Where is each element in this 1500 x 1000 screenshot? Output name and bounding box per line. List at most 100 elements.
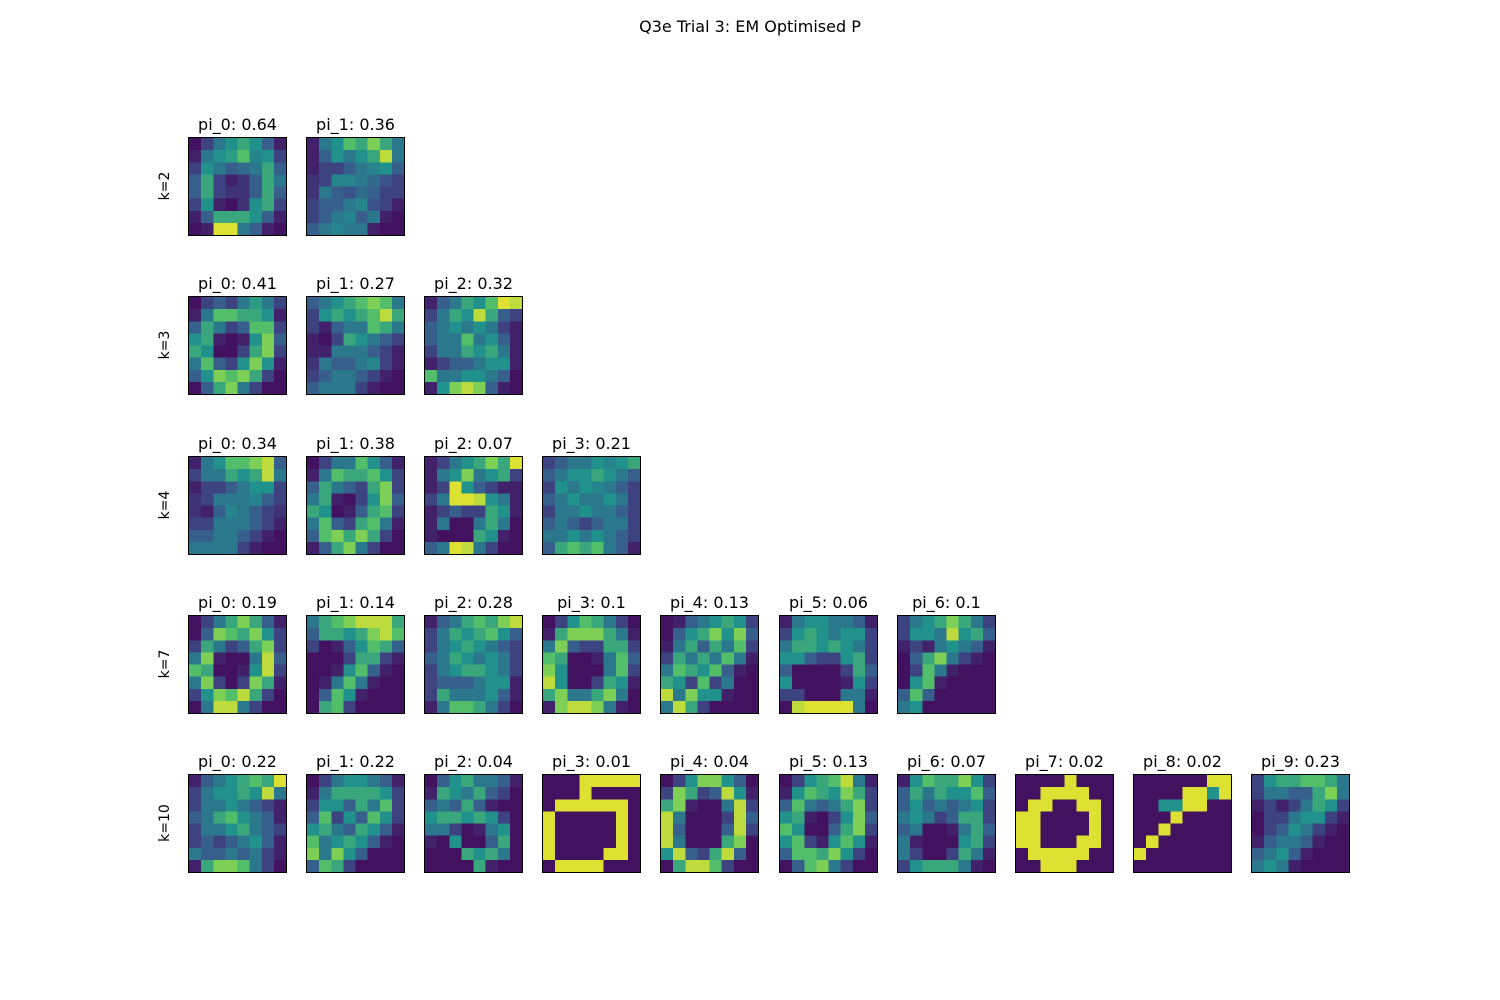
heatmap-cell (437, 652, 450, 665)
heatmap-cell (201, 664, 214, 677)
heatmap-cell (792, 688, 805, 702)
heatmap-cell (249, 186, 262, 199)
heatmap-cell (816, 688, 829, 702)
heatmap-cell (509, 640, 522, 653)
heatmap-cell (213, 811, 226, 824)
heatmap-cell (1016, 787, 1029, 800)
heatmap-cell (804, 664, 817, 677)
heatmap-cell (497, 541, 511, 554)
heatmap-cell (579, 469, 592, 482)
heatmap-cell (543, 811, 556, 824)
heatmap-cell (273, 787, 286, 800)
heatmap-cell (828, 616, 841, 629)
heatmap-cell (1264, 859, 1277, 872)
heatmap-cell (567, 529, 580, 543)
heatmap-cell (379, 469, 393, 482)
heatmap-cell (449, 676, 462, 689)
heatmap-cell (627, 847, 640, 861)
heatmap-cell (685, 676, 698, 689)
heatmap-cell (804, 676, 817, 689)
heatmap-cell (685, 616, 698, 629)
heatmap-cell (709, 688, 722, 702)
heatmap-cell (319, 688, 332, 702)
heatmap-cell (249, 799, 262, 812)
heatmap-cell (437, 787, 450, 800)
heatmap-cell (461, 799, 474, 812)
heatmap-cell (1052, 787, 1065, 800)
heatmap-cell (543, 652, 556, 665)
heatmap-cell (355, 457, 368, 470)
heatmap-cell (355, 186, 368, 199)
heatmap-cell (225, 835, 238, 848)
heatmap-cell (273, 628, 286, 641)
heatmap-cell (958, 823, 971, 836)
heatmap-cell (828, 700, 841, 713)
heatmap-cell (273, 700, 286, 713)
heatmap-cell (461, 517, 474, 530)
heatmap-cell (509, 775, 522, 788)
heatmap-cell (343, 775, 356, 788)
heatmap-cell (780, 775, 793, 788)
heatmap-panel (660, 615, 759, 714)
heatmap-cell (331, 321, 344, 334)
heatmap-cell (237, 811, 250, 824)
heatmap-cell (343, 541, 356, 554)
heatmap-cell (319, 333, 332, 346)
heatmap-cell (958, 616, 971, 629)
heatmap-cell (780, 676, 793, 689)
heatmap-cell (603, 811, 616, 824)
heatmap-cell (189, 787, 202, 800)
heatmap-cell (555, 700, 568, 713)
heatmap-cell (673, 700, 686, 713)
panel-title: pi_3: 0.21 (552, 434, 631, 453)
heatmap-cell (331, 469, 344, 482)
heatmap-cell (319, 811, 332, 824)
heatmap-cell (497, 628, 511, 641)
heatmap-cell (273, 369, 286, 383)
heatmap-cell (425, 297, 438, 310)
heatmap-cell (555, 481, 568, 494)
heatmap-cell (355, 628, 368, 641)
heatmap-cell (367, 493, 380, 506)
heatmap-cell (555, 835, 568, 848)
heatmap-cell (1324, 799, 1338, 812)
panel-title: pi_7: 0.02 (1025, 752, 1104, 771)
heatmap-cell (804, 616, 817, 629)
heatmap-cell (461, 333, 474, 346)
heatmap-cell (425, 505, 438, 518)
heatmap-cell (331, 529, 344, 543)
heatmap-cell (509, 688, 522, 702)
heatmap-cell (1158, 859, 1171, 872)
heatmap-cell (661, 787, 674, 800)
heatmap-cell (391, 210, 404, 224)
heatmap-cell (391, 787, 404, 800)
heatmap-cell (273, 210, 286, 224)
heatmap-cell (745, 628, 758, 641)
heatmap-cell (864, 847, 877, 861)
heatmap-cell (213, 222, 226, 235)
heatmap-cell (497, 616, 511, 629)
heatmap-cell (425, 859, 438, 872)
heatmap-cell (319, 469, 332, 482)
heatmap-cell (852, 676, 866, 689)
heatmap-cell (685, 799, 698, 812)
heatmap-cell (331, 186, 344, 199)
heatmap-cell (473, 457, 486, 470)
heatmap-cell (237, 700, 250, 713)
heatmap-cell (189, 198, 202, 211)
heatmap-cell (661, 847, 674, 861)
heatmap-cell (213, 150, 226, 163)
heatmap-cell (249, 198, 262, 211)
heatmap-cell (555, 541, 568, 554)
heatmap-cell (249, 210, 262, 224)
heatmap-cell (273, 222, 286, 235)
heatmap-cell (555, 529, 568, 543)
heatmap-cell (1324, 775, 1338, 788)
heatmap-cell (437, 505, 450, 518)
heatmap-cell (201, 210, 214, 224)
heatmap-cell (437, 847, 450, 861)
heatmap-cell (497, 775, 511, 788)
heatmap-cell (213, 198, 226, 211)
heatmap-cell (261, 469, 275, 482)
heatmap-cell (709, 811, 722, 824)
